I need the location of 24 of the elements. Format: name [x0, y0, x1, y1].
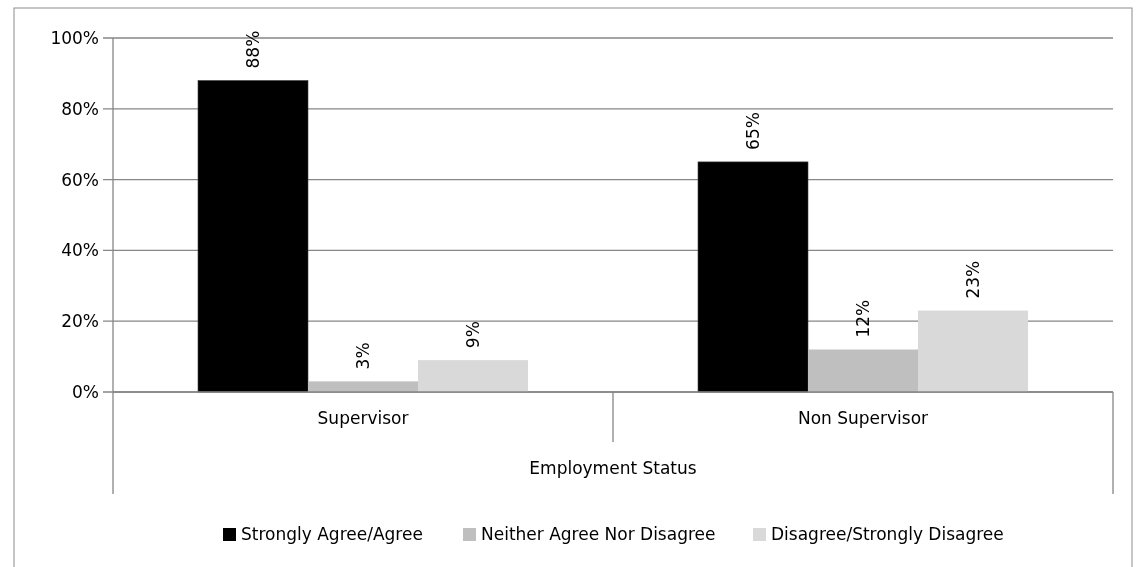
legend-label: Strongly Agree/Agree	[241, 524, 423, 544]
y-tick-label: 100%	[50, 27, 99, 48]
text: 88%	[243, 30, 263, 69]
text: 23%	[963, 260, 983, 299]
legend-label: Neither Agree Nor Disagree	[481, 524, 716, 544]
text: 65%	[743, 112, 763, 150]
y-tick-label: 20%	[61, 311, 99, 332]
bar	[697, 161, 809, 393]
bar	[808, 349, 918, 392]
y-tick-label: 60%	[61, 169, 99, 190]
legend-label: Disagree/Strongly Disagree	[771, 524, 1004, 544]
y-tick-label: 0%	[72, 381, 99, 402]
y-tick-label: 40%	[61, 240, 99, 261]
y-tick-label: 80%	[61, 98, 99, 119]
text: 12%	[853, 299, 873, 338]
text: 3%	[353, 342, 373, 370]
bar	[418, 360, 528, 392]
x-tick-label: Supervisor	[317, 408, 409, 428]
x-tick-label: Non Supervisor	[797, 408, 929, 428]
bar	[308, 381, 418, 392]
bar	[197, 80, 309, 393]
text: 9%	[463, 321, 483, 349]
bar	[918, 310, 1028, 392]
x-axis-title: Employment Status	[529, 458, 697, 478]
